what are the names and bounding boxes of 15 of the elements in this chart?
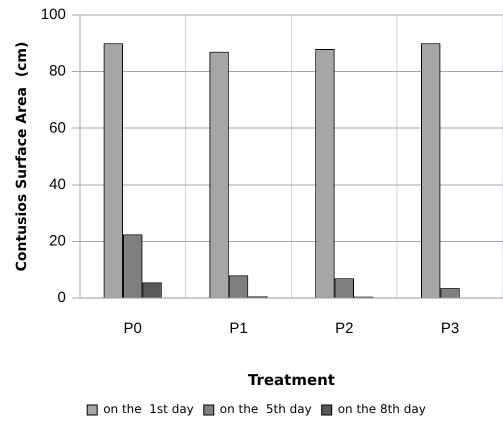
y-tick-label: 100 — [40, 6, 66, 24]
y-tick-label: 20 — [49, 232, 66, 250]
y-tick-label: 80 — [49, 62, 66, 80]
y-axis-title: Contusios Surface Area (cm) — [14, 42, 30, 272]
y-tick-label: 0 — [57, 289, 66, 306]
legend-label: on the 1st day — [103, 402, 194, 416]
y-tick-label: 40 — [49, 176, 66, 193]
y-tick-label: 60 — [49, 119, 66, 136]
x-tick-label: P1 — [229, 320, 248, 338]
x-axis-title: Treatment — [248, 370, 335, 389]
x-tick-label: P0 — [124, 320, 142, 338]
legend-label: on the 8th day — [338, 402, 426, 416]
x-tick-label: P3 — [440, 320, 460, 338]
legend-label: on the 5th day — [220, 402, 312, 416]
x-tick-label: P2 — [335, 320, 354, 338]
